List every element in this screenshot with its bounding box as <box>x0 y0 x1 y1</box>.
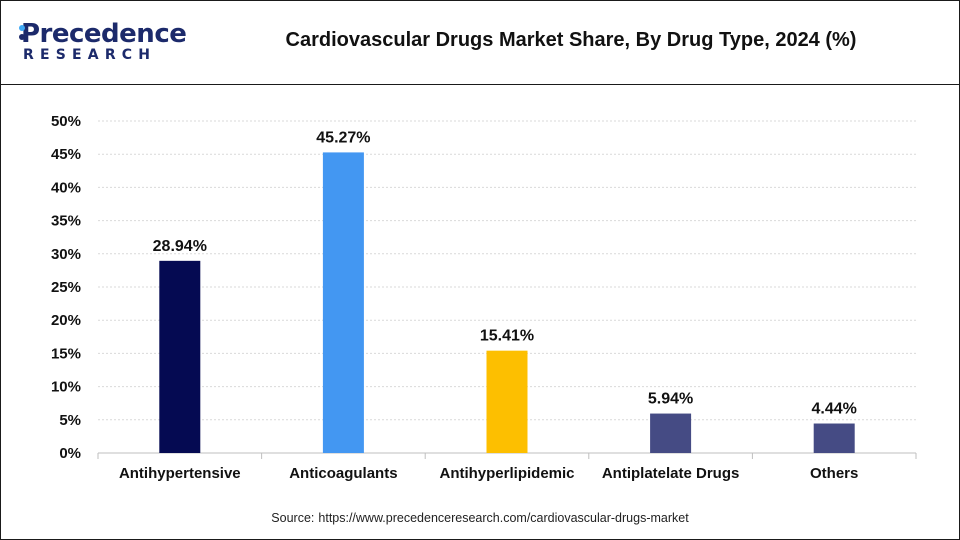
x-tick-label: Antihypertensive <box>119 465 241 482</box>
header: Precedence RESEARCH Cardiovascular Drugs… <box>1 1 959 85</box>
logo-dot-2 <box>19 34 25 40</box>
data-label: 45.27% <box>316 129 370 146</box>
y-tick-label: 50% <box>51 113 81 130</box>
chart-title: Cardiovascular Drugs Market Share, By Dr… <box>285 29 857 51</box>
y-axis-ticks: 0% 5% 10% 15% 20% 25% 30% 35% 40% 45% 50% <box>51 113 81 462</box>
y-tick-label: 35% <box>51 213 81 230</box>
data-label: 15.41% <box>480 328 534 345</box>
bar[interactable] <box>813 423 855 453</box>
bar[interactable] <box>322 152 364 453</box>
brand-logo[interactable]: Precedence RESEARCH <box>17 17 187 67</box>
data-label: 5.94% <box>648 391 693 408</box>
y-tick-label: 10% <box>51 379 81 396</box>
bar[interactable] <box>486 350 528 453</box>
y-tick-label: 30% <box>51 246 81 263</box>
x-axis-ticks: Antihypertensive Anticoagulants Antihyperl… <box>97 453 917 482</box>
brand-name: Precedence <box>21 19 187 49</box>
value-labels: 28.94% 45.27% 15.41% 5.94% 4.44% <box>153 129 857 417</box>
bar[interactable] <box>650 413 692 453</box>
brand-subtitle: RESEARCH <box>23 47 157 63</box>
x-tick-label: Others <box>810 465 858 482</box>
x-tick-label: Anticoagulants <box>289 465 397 482</box>
y-tick-label: 0% <box>59 445 81 462</box>
logo-dot-1 <box>19 25 25 31</box>
source-link[interactable]: https://www.precedenceresearch.com/cardi… <box>318 511 689 525</box>
x-tick-label: Antihyperlipidemic <box>439 465 574 482</box>
y-tick-label: 20% <box>51 312 81 329</box>
source-note: Source: https://www.precedenceresearch.co… <box>0 511 960 525</box>
gridlines <box>98 120 916 454</box>
source-label: Source: <box>271 511 315 525</box>
y-tick-label: 15% <box>51 345 81 362</box>
bars <box>159 152 855 453</box>
x-tick-label: Antiplatelate Drugs <box>602 465 740 482</box>
data-label: 4.44% <box>812 401 857 418</box>
y-tick-label: 45% <box>51 146 81 163</box>
bar[interactable] <box>159 260 201 453</box>
y-tick-label: 5% <box>59 412 81 429</box>
bar-chart: 0% 5% 10% 15% 20% 25% 30% 35% 40% 45% 50% 28.94% 45… <box>51 113 917 482</box>
y-tick-label: 25% <box>51 279 81 296</box>
y-tick-label: 40% <box>51 179 81 196</box>
data-label: 28.94% <box>153 238 207 255</box>
